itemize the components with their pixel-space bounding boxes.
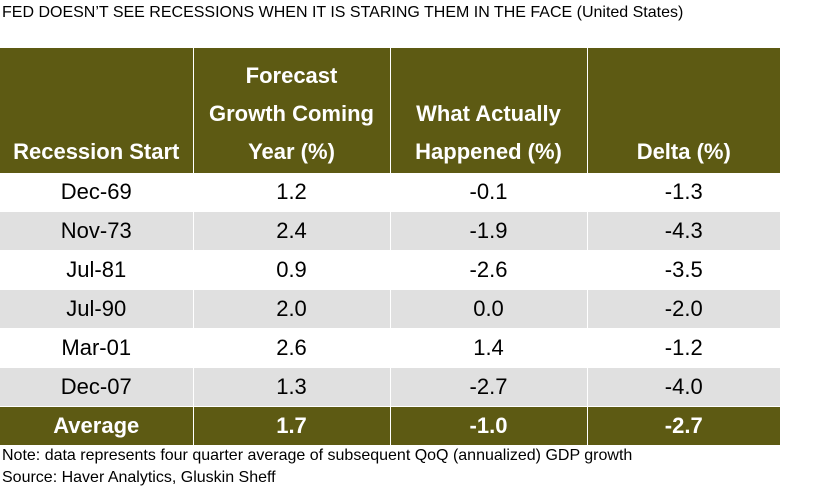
average-delta: -2.7	[586, 406, 780, 445]
header-line: Recession Start	[13, 139, 180, 164]
cell-delta: -1.3	[586, 173, 780, 212]
table-row: Nov-73 2.4 -1.9 -4.3	[0, 211, 780, 251]
source-text: Source: Haver Analytics, Gluskin Sheff	[2, 469, 276, 486]
cell-recession-start: Jul-81	[0, 250, 193, 290]
table-header-row: Recession Start Forecast Growth Coming Y…	[0, 48, 780, 173]
cell-forecast: 1.2	[192, 173, 390, 212]
footnotes: Note: data represents four quarter avera…	[2, 445, 632, 489]
cell-delta: -1.2	[586, 328, 780, 368]
cell-delta: -4.3	[586, 211, 780, 251]
cell-actual: 0.0	[389, 289, 587, 329]
cell-recession-start: Dec-69	[0, 173, 193, 212]
header-line: Delta (%)	[636, 139, 731, 164]
header-delta: Delta (%)	[586, 48, 780, 173]
table-row: Jul-81 0.9 -2.6 -3.5	[0, 250, 780, 290]
header-line: Growth Coming	[209, 101, 374, 126]
cell-delta: -3.5	[586, 250, 780, 290]
cell-recession-start: Mar-01	[0, 328, 193, 368]
cell-actual: -1.9	[389, 211, 587, 251]
table-row: Dec-07 1.3 -2.7 -4.0	[0, 367, 780, 407]
table-body: Dec-69 1.2 -0.1 -1.3 Nov-73 2.4 -1.9 -4.3 Jul-81…	[0, 173, 780, 407]
table-row: Dec-69 1.2 -0.1 -1.3	[0, 173, 780, 212]
cell-actual: 1.4	[389, 328, 587, 368]
table-row: Mar-01 2.6 1.4 -1.2	[0, 328, 780, 368]
recession-table: Recession Start Forecast Growth Coming Y…	[0, 48, 780, 445]
cell-forecast: 2.6	[192, 328, 390, 368]
average-actual: -1.0	[389, 406, 587, 445]
cell-recession-start: Nov-73	[0, 211, 193, 251]
cell-forecast: 2.0	[192, 289, 390, 329]
average-label: Average	[0, 406, 193, 445]
average-row: Average 1.7 -1.0 -2.7	[0, 406, 780, 445]
cell-recession-start: Dec-07	[0, 367, 193, 407]
cell-actual: -2.6	[389, 250, 587, 290]
cell-delta: -2.0	[586, 289, 780, 329]
note-text: Note: data represents four quarter avera…	[2, 447, 633, 464]
header-recession-start: Recession Start	[0, 48, 193, 173]
cell-actual: -2.7	[389, 367, 587, 407]
header-line: Forecast	[245, 63, 338, 88]
cell-recession-start: Jul-90	[0, 289, 193, 329]
cell-delta: -4.0	[586, 367, 780, 407]
cell-forecast: 2.4	[192, 211, 390, 251]
average-forecast: 1.7	[192, 406, 390, 445]
cell-forecast: 0.9	[192, 250, 390, 290]
table-row: Jul-90 2.0 0.0 -2.0	[0, 289, 780, 329]
header-line: What Actually	[416, 101, 561, 126]
chart-title: FED DOESN’T SEE RECESSIONS WHEN IT IS ST…	[2, 4, 684, 21]
header-line: Year (%)	[248, 139, 335, 164]
header-line: Happened (%)	[415, 139, 562, 164]
header-what-actually-happened: What Actually Happened (%)	[389, 48, 587, 173]
cell-actual: -0.1	[389, 173, 587, 212]
cell-forecast: 1.3	[192, 367, 390, 407]
header-forecast-growth: Forecast Growth Coming Year (%)	[192, 48, 390, 173]
